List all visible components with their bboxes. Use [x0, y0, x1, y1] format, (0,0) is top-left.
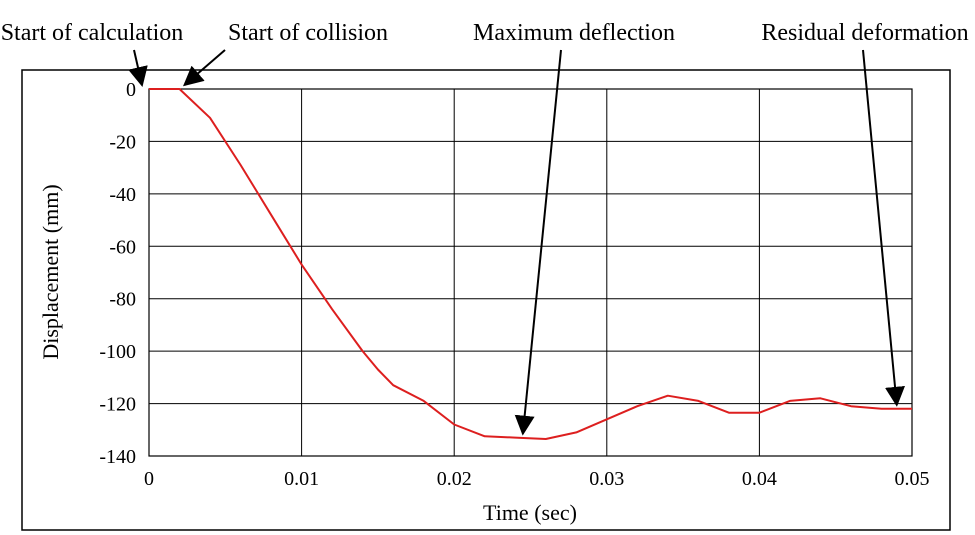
y-tick-label: -40 — [109, 184, 136, 206]
x-tick-label: 0 — [144, 468, 154, 490]
x-tick-label: 0.04 — [742, 468, 777, 490]
x-tick-label: 0.02 — [437, 468, 472, 490]
y-tick-label: 0 — [126, 79, 136, 101]
y-tick-label: -120 — [99, 394, 136, 416]
x-axis-ticks: 0 0.01 0.02 0.03 0.04 0.05 — [144, 468, 930, 490]
y-tick-label: -20 — [109, 131, 136, 153]
annotation-label: Start of collision — [228, 20, 388, 46]
annotation-arrow — [514, 49, 562, 436]
y-tick-label: -100 — [99, 341, 136, 363]
annotations-layer: Start of calculation Start of collision Ma… — [1, 20, 969, 436]
annotation-arrow — [862, 49, 905, 407]
annotation-label: Maximum deflection — [473, 20, 675, 46]
annotation-label: Residual deformation — [761, 20, 968, 46]
y-axis-label: Displacement (mm) — [38, 184, 63, 359]
y-tick-label: -140 — [99, 446, 136, 468]
series-line — [149, 88, 912, 440]
figure-frame — [21, 69, 951, 531]
y-tick-label: -80 — [109, 289, 136, 311]
y-axis-ticks: 0 -20 -40 -60 -80 -100 -120 -140 — [99, 79, 136, 468]
series-layer — [149, 88, 912, 440]
x-tick-label: 0.03 — [589, 468, 624, 490]
plot-area-border — [148, 88, 913, 457]
annotation-label: Start of calculation — [1, 20, 184, 46]
x-tick-label: 0.01 — [284, 468, 319, 490]
x-axis-label: Time (sec) — [483, 500, 577, 525]
annotation-arrow — [128, 49, 148, 87]
x-tick-label: 0.05 — [895, 468, 930, 490]
y-tick-label: -60 — [109, 236, 136, 258]
annotation-arrow — [183, 49, 226, 87]
